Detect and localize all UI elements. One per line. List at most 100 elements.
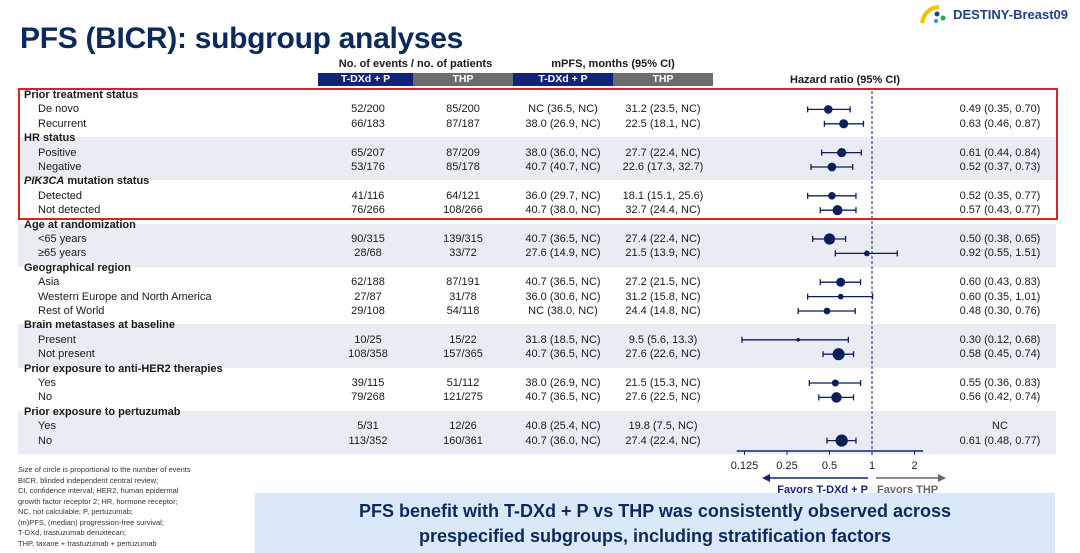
mpfs-arm1: NC (38.0, NC) bbox=[528, 305, 598, 317]
group-label: Geographical region bbox=[24, 261, 131, 274]
x-tick-label: 0.25 bbox=[776, 460, 797, 472]
subgroup-label: Yes bbox=[38, 420, 56, 433]
hr-text: 0.60 (0.35, 1.01) bbox=[959, 290, 1041, 303]
mpfs-arm2-header: THP bbox=[613, 73, 713, 86]
mpfs-arm1-header: T-DXd + P bbox=[513, 73, 613, 86]
footnote-line: Size of circle is proportional to the nu… bbox=[18, 465, 191, 474]
events-arm2: 87/191 bbox=[446, 276, 480, 289]
group-band bbox=[18, 324, 1056, 368]
events-arm2: 85/200 bbox=[446, 103, 480, 116]
hr-marker bbox=[837, 293, 844, 300]
footnote-line: (m)PFS, (median) progression-free surviv… bbox=[18, 517, 164, 527]
hr-text: 0.49 (0.35, 0.70) bbox=[959, 103, 1041, 116]
banner-line: prespecified subgroups, including strati… bbox=[418, 526, 892, 546]
hr-marker bbox=[863, 250, 870, 257]
group-label: Prior exposure to anti-HER2 therapies bbox=[24, 362, 223, 375]
events-group-header: No. of events / no. of patients bbox=[338, 58, 493, 70]
events-arm2: 51/112 bbox=[446, 377, 480, 389]
events-arm2: 139/315 bbox=[443, 233, 483, 245]
subgroup-label: Detected bbox=[38, 189, 83, 202]
events-arm1: 79/268 bbox=[351, 391, 385, 404]
events-arm2: 87/209 bbox=[446, 146, 480, 159]
group-label: Age at randomization bbox=[24, 218, 136, 231]
events-arm1: 66/183 bbox=[351, 117, 385, 130]
mpfs-arm2: 21.5 (15.3, NC) bbox=[625, 377, 701, 389]
mpfs-arm2: 27.2 (21.5, NC) bbox=[625, 276, 701, 289]
group-band bbox=[18, 410, 1056, 454]
group-label: Prior exposure to pertuzumab bbox=[24, 405, 181, 418]
banner-line: PFS benefit with T-DXd + P vs THP was co… bbox=[358, 501, 952, 521]
hr-text: 0.61 (0.44, 0.84) bbox=[959, 146, 1041, 159]
hr-marker bbox=[831, 392, 842, 403]
mpfs-arm1: 40.8 (25.4, NC) bbox=[525, 420, 601, 433]
events-arm1: 108/358 bbox=[348, 348, 388, 361]
hr-text: 0.56 (0.42, 0.74) bbox=[959, 391, 1041, 404]
hr-marker bbox=[832, 348, 845, 361]
footnote-line: growth factor receptor 2; HR, hormone re… bbox=[18, 496, 178, 506]
events-arm1: 76/266 bbox=[351, 204, 385, 217]
footnote: Size of circle is proportional to the nu… bbox=[18, 465, 258, 549]
hr-marker bbox=[823, 307, 831, 315]
mpfs-arm2: 21.5 (13.9, NC) bbox=[625, 247, 701, 260]
subgroup-label: Western Europe and North America bbox=[38, 290, 212, 303]
events-arm2-header: THP bbox=[413, 73, 513, 86]
mpfs-arm1: 31.8 (18.5, NC) bbox=[525, 333, 601, 346]
footnote-line: NC, not calculable; P, pertuzumab; bbox=[18, 507, 133, 516]
hr-marker bbox=[836, 277, 846, 287]
events-arm2: 33/72 bbox=[449, 247, 477, 260]
events-arm2: 31/78 bbox=[449, 290, 477, 303]
mpfs-arm2: 32.7 (24.4, NC) bbox=[625, 204, 701, 217]
hr-marker bbox=[827, 162, 837, 172]
x-tick-label: 1 bbox=[869, 460, 875, 472]
hr-header: Hazard ratio (95% CI) bbox=[790, 74, 901, 86]
mpfs-arm2: 27.6 (22.5, NC) bbox=[625, 391, 701, 404]
events-arm2: 157/365 bbox=[443, 348, 483, 361]
events-arm2: 54/118 bbox=[446, 305, 480, 317]
mpfs-arm1: 36.0 (29.7, NC) bbox=[525, 189, 601, 202]
mpfs-arm1: 40.7 (40.7, NC) bbox=[525, 161, 601, 173]
mpfs-arm2: 22.5 (18.1, NC) bbox=[625, 117, 701, 130]
logo-text: DESTINY-Breast09 bbox=[953, 6, 1068, 22]
subgroup-label: No bbox=[38, 391, 53, 404]
subgroup-label: De novo bbox=[38, 103, 79, 116]
mpfs-arm2: 31.2 (15.8, NC) bbox=[625, 290, 701, 303]
group-band bbox=[18, 223, 1056, 267]
mpfs-arm2: 18.1 (15.1, 25.6) bbox=[622, 189, 704, 202]
hr-text: NC bbox=[992, 420, 1008, 433]
events-arm1: 41/116 bbox=[351, 189, 385, 202]
mpfs-arm2: 27.4 (22.4, NC) bbox=[625, 434, 701, 447]
hr-marker bbox=[832, 205, 843, 216]
mpfs-arm1: 40.7 (36.5, NC) bbox=[525, 391, 601, 404]
events-arm2: 85/178 bbox=[446, 161, 480, 173]
mpfs-arm2: 22.6 (17.3, 32.7) bbox=[622, 161, 704, 173]
events-arm2: 160/361 bbox=[443, 434, 483, 447]
mpfs-arm1: 38.0 (26.9, NC) bbox=[525, 377, 601, 389]
hr-marker bbox=[823, 105, 833, 114]
group-band bbox=[18, 137, 1056, 181]
hr-marker bbox=[839, 119, 849, 129]
x-tick-label: 0.125 bbox=[731, 460, 759, 472]
page-title: PFS (BICR): subgroup analyses bbox=[20, 22, 464, 55]
mpfs-arm1: 40.7 (36.5, NC) bbox=[525, 233, 601, 245]
hr-text: 0.55 (0.36, 0.83) bbox=[959, 377, 1041, 389]
subgroup-label: Recurrent bbox=[38, 117, 87, 130]
hr-text: 0.63 (0.46, 0.87) bbox=[959, 117, 1041, 130]
group-label: PIK3CA mutation status bbox=[24, 175, 150, 188]
hr-text: 0.30 (0.12, 0.68) bbox=[959, 333, 1041, 346]
logo-icon bbox=[920, 5, 946, 24]
events-arm2: 87/187 bbox=[446, 117, 480, 130]
events-arm1: 90/315 bbox=[351, 233, 385, 245]
mpfs-arm1: NC (36.5, NC) bbox=[528, 103, 598, 116]
arrowhead-icon bbox=[938, 474, 946, 482]
mpfs-arm2: 19.8 (7.5, NC) bbox=[628, 420, 698, 433]
mpfs-arm1: 27.6 (14.9, NC) bbox=[525, 247, 601, 260]
subgroup-label: Negative bbox=[38, 161, 82, 173]
mpfs-arm1: 38.0 (26.9, NC) bbox=[525, 117, 601, 130]
group-label: Prior treatment status bbox=[24, 89, 139, 101]
mpfs-arm2: 24.4 (14.8, NC) bbox=[625, 305, 701, 317]
group-label: HR status bbox=[24, 132, 76, 145]
x-tick-label: 0.5 bbox=[822, 460, 837, 472]
hr-marker bbox=[828, 192, 836, 200]
mpfs-group-header: mPFS, months (95% CI) bbox=[551, 58, 675, 70]
